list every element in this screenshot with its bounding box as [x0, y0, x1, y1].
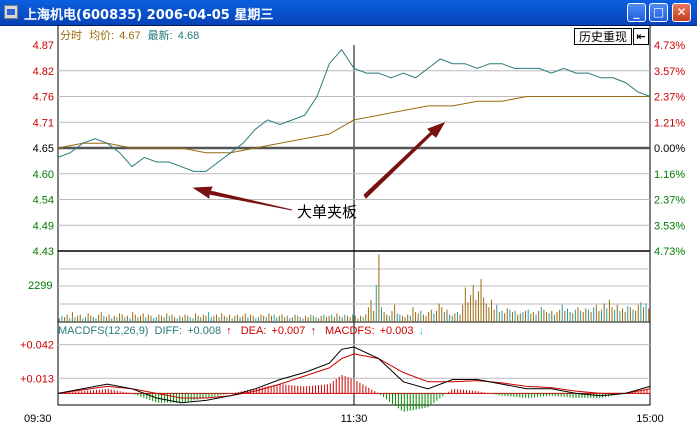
time-tick: 15:00 — [636, 413, 664, 425]
percent-tick: 2.37% — [654, 195, 685, 207]
time-axis: 09:30 11:30 15:00 — [24, 413, 664, 425]
price-tick: 4.71 — [33, 117, 54, 129]
legend-latest-label: 最新: — [148, 28, 173, 42]
average-price-line — [57, 96, 650, 154]
percent-tick: 3.53% — [654, 220, 685, 232]
arrow-right — [363, 122, 446, 199]
percent-tick: 3.57% — [654, 66, 685, 78]
history-replay-button[interactable]: 历史重现 — [574, 28, 632, 45]
percent-tick: 4.73% — [654, 40, 685, 52]
dea-up-icon: ↑ — [310, 325, 316, 337]
price-tick: 4.76 — [33, 92, 54, 104]
time-tick: 09:30 — [24, 413, 52, 425]
macdfs-label: MACDFS: — [325, 325, 375, 337]
percent-tick: 2.37% — [654, 92, 685, 104]
app-icon — [4, 5, 18, 19]
price-tick: 4.43 — [33, 246, 54, 258]
diff-label: DIFF: — [155, 325, 183, 337]
macd-tick-labels: +0.042 +0.013 — [20, 340, 54, 386]
price-tick: 4.65 — [33, 143, 54, 155]
arrow-left — [192, 186, 293, 211]
volume-grid — [58, 268, 650, 305]
price-tick: 4.54 — [33, 195, 54, 207]
price-tick: 4.87 — [33, 40, 54, 52]
close-button[interactable]: ✕ — [672, 3, 691, 22]
volume-bars — [58, 254, 650, 322]
dea-label: DEA: — [241, 325, 267, 337]
price-tick: 4.49 — [33, 220, 54, 232]
percent-tick: 4.73% — [654, 246, 685, 258]
title-bar: 上海机电(600835) 2006-04-05 星期三 _ □ ✕ — [0, 0, 697, 26]
macd-tick: +0.013 — [20, 373, 54, 385]
legend-avg-label: 均价: — [89, 29, 114, 42]
diff-line — [57, 346, 651, 404]
macd-legend: MACDFS(12,26,9) DIFF: +0.008 ↑ DEA: +0.0… — [58, 325, 424, 337]
macdfs-value: +0.003 — [380, 325, 414, 337]
back-to-start-icon[interactable]: ⇤ — [633, 28, 649, 45]
percent-tick: 0.00% — [654, 143, 685, 155]
annotation-arrows — [192, 122, 446, 211]
price-tick: 4.60 — [33, 169, 54, 181]
volume-tick-label: 2299 — [28, 280, 52, 292]
legend-latest-value: 4.68 — [178, 30, 199, 42]
macd-tick: +0.042 — [20, 340, 54, 352]
price-line — [57, 48, 651, 172]
macd-name: MACDFS(12,26,9) — [58, 325, 148, 337]
percent-tick: 1.21% — [654, 117, 685, 129]
minimize-button[interactable]: _ — [627, 3, 646, 22]
price-legend: 分时 均价: 4.67 最新: 4.68 — [60, 28, 199, 42]
maximize-button[interactable]: □ — [649, 3, 668, 22]
macdfs-down-icon: ↓ — [419, 325, 425, 337]
percent-tick-labels: 4.73% 3.57% 2.37% 1.21% 0.00% 1.16% 2.37% 3.53%… — [654, 40, 685, 258]
legend-avg-value: 4.67 — [119, 30, 140, 42]
legend-time-label: 分时 — [60, 29, 82, 42]
diff-value: +0.008 — [187, 325, 221, 337]
window-title: 上海机电(600835) 2006-04-05 星期三 — [24, 8, 274, 23]
percent-tick: 1.16% — [654, 169, 685, 181]
diff-up-icon: ↑ — [226, 325, 232, 337]
annotation-text: 大单夹板 — [297, 203, 357, 221]
time-tick: 11:30 — [341, 413, 368, 425]
dea-line — [57, 353, 651, 399]
price-tick-labels: 4.87 4.82 4.76 4.71 4.65 4.60 4.54 4.49 4.43 — [33, 40, 54, 258]
dea-value: +0.007 — [271, 325, 305, 337]
price-tick: 4.82 — [33, 66, 54, 78]
intraday-chart: 4.87 4.82 4.76 4.71 4.65 4.60 4.54 4.49 4.43 4.7… — [20, 25, 685, 425]
